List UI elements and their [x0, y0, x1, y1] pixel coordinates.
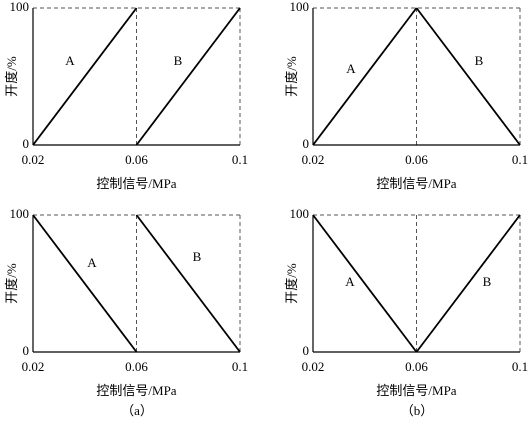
line [312, 7, 418, 146]
series-label: B [174, 53, 183, 68]
y-tick-label: 0 [23, 343, 30, 358]
line [415, 214, 521, 353]
x-tick-label: 0.1 [512, 359, 528, 374]
x-axis-label: 控制信号/MPa [376, 176, 456, 191]
line [32, 7, 138, 146]
x-tick-label: 0.06 [405, 152, 428, 167]
series-label: A [65, 53, 75, 68]
x-tick-label: 0.02 [22, 359, 45, 374]
line [135, 214, 241, 353]
x-tick-label: 0.02 [302, 152, 325, 167]
line [415, 7, 521, 146]
x-axis-label: 控制信号/MPa [376, 383, 456, 398]
x-tick-label: 0.1 [232, 152, 248, 167]
y-axis-label: 开度/% [284, 263, 299, 304]
y-tick-label: 0 [23, 136, 30, 151]
y-tick-label: 0 [303, 343, 310, 358]
caption: （a） [121, 403, 153, 418]
y-tick-label: 100 [10, 206, 30, 221]
x-tick-label: 0.06 [405, 359, 428, 374]
series-label: B [193, 249, 202, 264]
y-axis-label: 开度/% [4, 56, 19, 97]
x-tick-label: 0.1 [512, 152, 528, 167]
y-tick-label: 100 [290, 0, 310, 14]
x-tick-label: 0.06 [125, 359, 148, 374]
x-tick-label: 0.1 [232, 359, 248, 374]
line [135, 7, 241, 146]
series-label: B [475, 53, 484, 68]
x-tick-label: 0.02 [22, 152, 45, 167]
series-label: A [87, 255, 97, 270]
line [312, 214, 418, 353]
line [32, 214, 138, 353]
y-tick-label: 100 [10, 0, 30, 14]
caption: （b） [401, 403, 434, 418]
y-axis-label: 开度/% [284, 56, 299, 97]
x-tick-label: 0.06 [125, 152, 148, 167]
x-axis-label: 控制信号/MPa [96, 176, 176, 191]
series-label: A [346, 61, 356, 76]
x-tick-label: 0.02 [302, 359, 325, 374]
series-label: A [345, 274, 355, 289]
x-axis-label: 控制信号/MPa [96, 383, 176, 398]
y-axis-label: 开度/% [4, 263, 19, 304]
series-label: B [483, 274, 492, 289]
y-tick-label: 0 [303, 136, 310, 151]
y-tick-label: 100 [290, 206, 310, 221]
